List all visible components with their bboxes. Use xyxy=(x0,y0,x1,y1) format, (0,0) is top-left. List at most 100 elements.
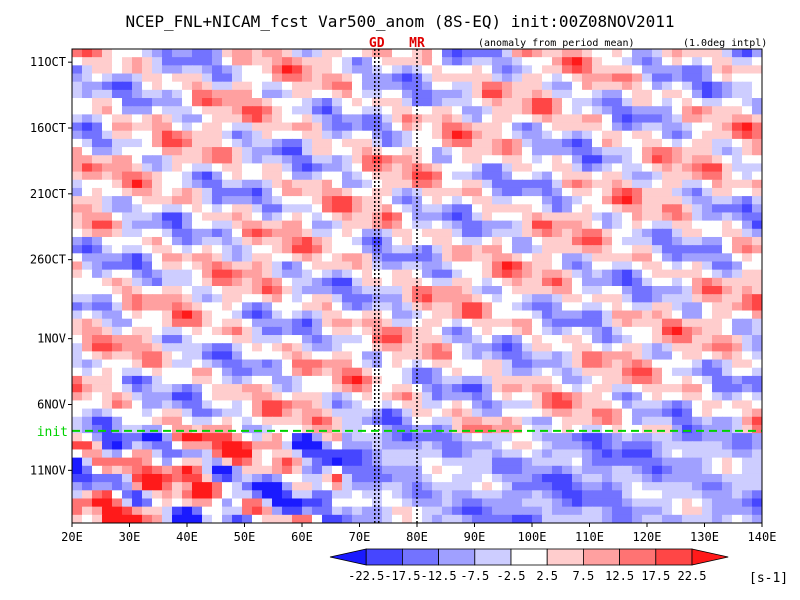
field-cell xyxy=(452,155,463,165)
field-cell xyxy=(322,204,333,214)
field-cell xyxy=(112,106,123,115)
field-cell xyxy=(282,155,293,165)
field-cell xyxy=(342,514,353,523)
field-cell xyxy=(232,122,243,132)
field-cell xyxy=(632,89,643,99)
field-cell xyxy=(72,310,83,320)
field-cell xyxy=(102,236,113,246)
field-cell xyxy=(162,424,173,434)
field-cell xyxy=(422,506,433,516)
field-cell xyxy=(72,457,83,467)
field-cell xyxy=(252,98,263,107)
field-cell xyxy=(162,147,173,156)
field-cell xyxy=(342,416,353,426)
field-cell xyxy=(352,457,363,467)
field-cell xyxy=(142,359,153,369)
field-cell xyxy=(222,269,233,279)
field-cell xyxy=(112,261,123,271)
field-cell xyxy=(492,253,503,263)
field-cell xyxy=(732,171,743,181)
field-cell xyxy=(222,318,233,328)
field-cell xyxy=(752,318,762,328)
field-cell xyxy=(552,490,563,500)
field-cell xyxy=(342,473,353,483)
field-cell xyxy=(572,375,583,385)
field-cell xyxy=(712,98,723,107)
field-cell xyxy=(412,171,423,181)
field-cell xyxy=(682,179,693,189)
field-cell xyxy=(552,89,563,99)
field-cell xyxy=(352,147,363,156)
field-cell xyxy=(692,506,703,516)
field-cell xyxy=(252,441,263,451)
field-cell xyxy=(212,506,223,516)
field-cell xyxy=(492,212,503,222)
field-cell xyxy=(332,416,343,426)
field-cell xyxy=(122,286,133,295)
field-cell xyxy=(322,147,333,156)
field-cell xyxy=(72,245,83,254)
field-cell xyxy=(122,212,133,222)
field-cell xyxy=(232,171,243,181)
field-cell xyxy=(132,163,143,173)
field-cell xyxy=(102,302,113,312)
field-cell xyxy=(232,253,243,263)
field-cell xyxy=(672,138,683,148)
field-cell xyxy=(252,49,263,58)
field-cell xyxy=(642,106,653,115)
field-cell xyxy=(102,261,113,271)
field-cell xyxy=(732,294,743,303)
field-cell xyxy=(572,57,583,66)
field-cell xyxy=(692,155,703,165)
field-cell xyxy=(542,433,553,442)
field-cell xyxy=(652,277,663,287)
field-cell xyxy=(162,49,173,58)
field-cell xyxy=(462,302,473,312)
field-cell xyxy=(612,138,623,148)
field-cell xyxy=(652,302,663,312)
field-cell xyxy=(222,89,233,99)
field-cell xyxy=(132,326,143,336)
field-cell xyxy=(332,228,343,238)
field-cell xyxy=(592,57,603,66)
field-cell xyxy=(502,212,513,222)
field-cell xyxy=(182,261,193,271)
field-cell xyxy=(662,449,673,459)
field-cell xyxy=(712,449,723,459)
field-cell xyxy=(342,106,353,115)
field-cell xyxy=(232,155,243,165)
field-cell xyxy=(702,65,713,75)
field-cell xyxy=(442,490,453,500)
field-cell xyxy=(132,245,143,254)
field-cell xyxy=(522,457,533,467)
field-cell xyxy=(542,163,553,173)
field-cell xyxy=(542,498,553,508)
field-cell xyxy=(612,261,623,271)
field-cell xyxy=(322,65,333,75)
field-cell xyxy=(632,433,643,442)
field-cell xyxy=(542,359,553,369)
field-cell xyxy=(282,392,293,402)
field-cell xyxy=(232,367,243,377)
field-cell xyxy=(282,130,293,140)
field-cell xyxy=(712,228,723,238)
field-cell xyxy=(202,318,213,328)
field-cell xyxy=(472,130,483,140)
field-cell xyxy=(152,179,163,189)
field-cell xyxy=(442,57,453,66)
field-cell xyxy=(142,457,153,467)
field-cell xyxy=(342,122,353,132)
field-cell xyxy=(342,335,353,344)
field-cell xyxy=(332,506,343,516)
field-cell xyxy=(662,375,673,385)
field-cell xyxy=(632,57,643,66)
field-cell xyxy=(562,261,573,271)
field-cell xyxy=(622,457,633,467)
field-cell xyxy=(112,498,123,508)
field-cell xyxy=(502,73,513,83)
field-cell xyxy=(532,343,543,352)
field-cell xyxy=(272,335,283,344)
field-cell xyxy=(622,236,633,246)
field-cell xyxy=(672,196,683,205)
field-cell xyxy=(332,351,343,361)
